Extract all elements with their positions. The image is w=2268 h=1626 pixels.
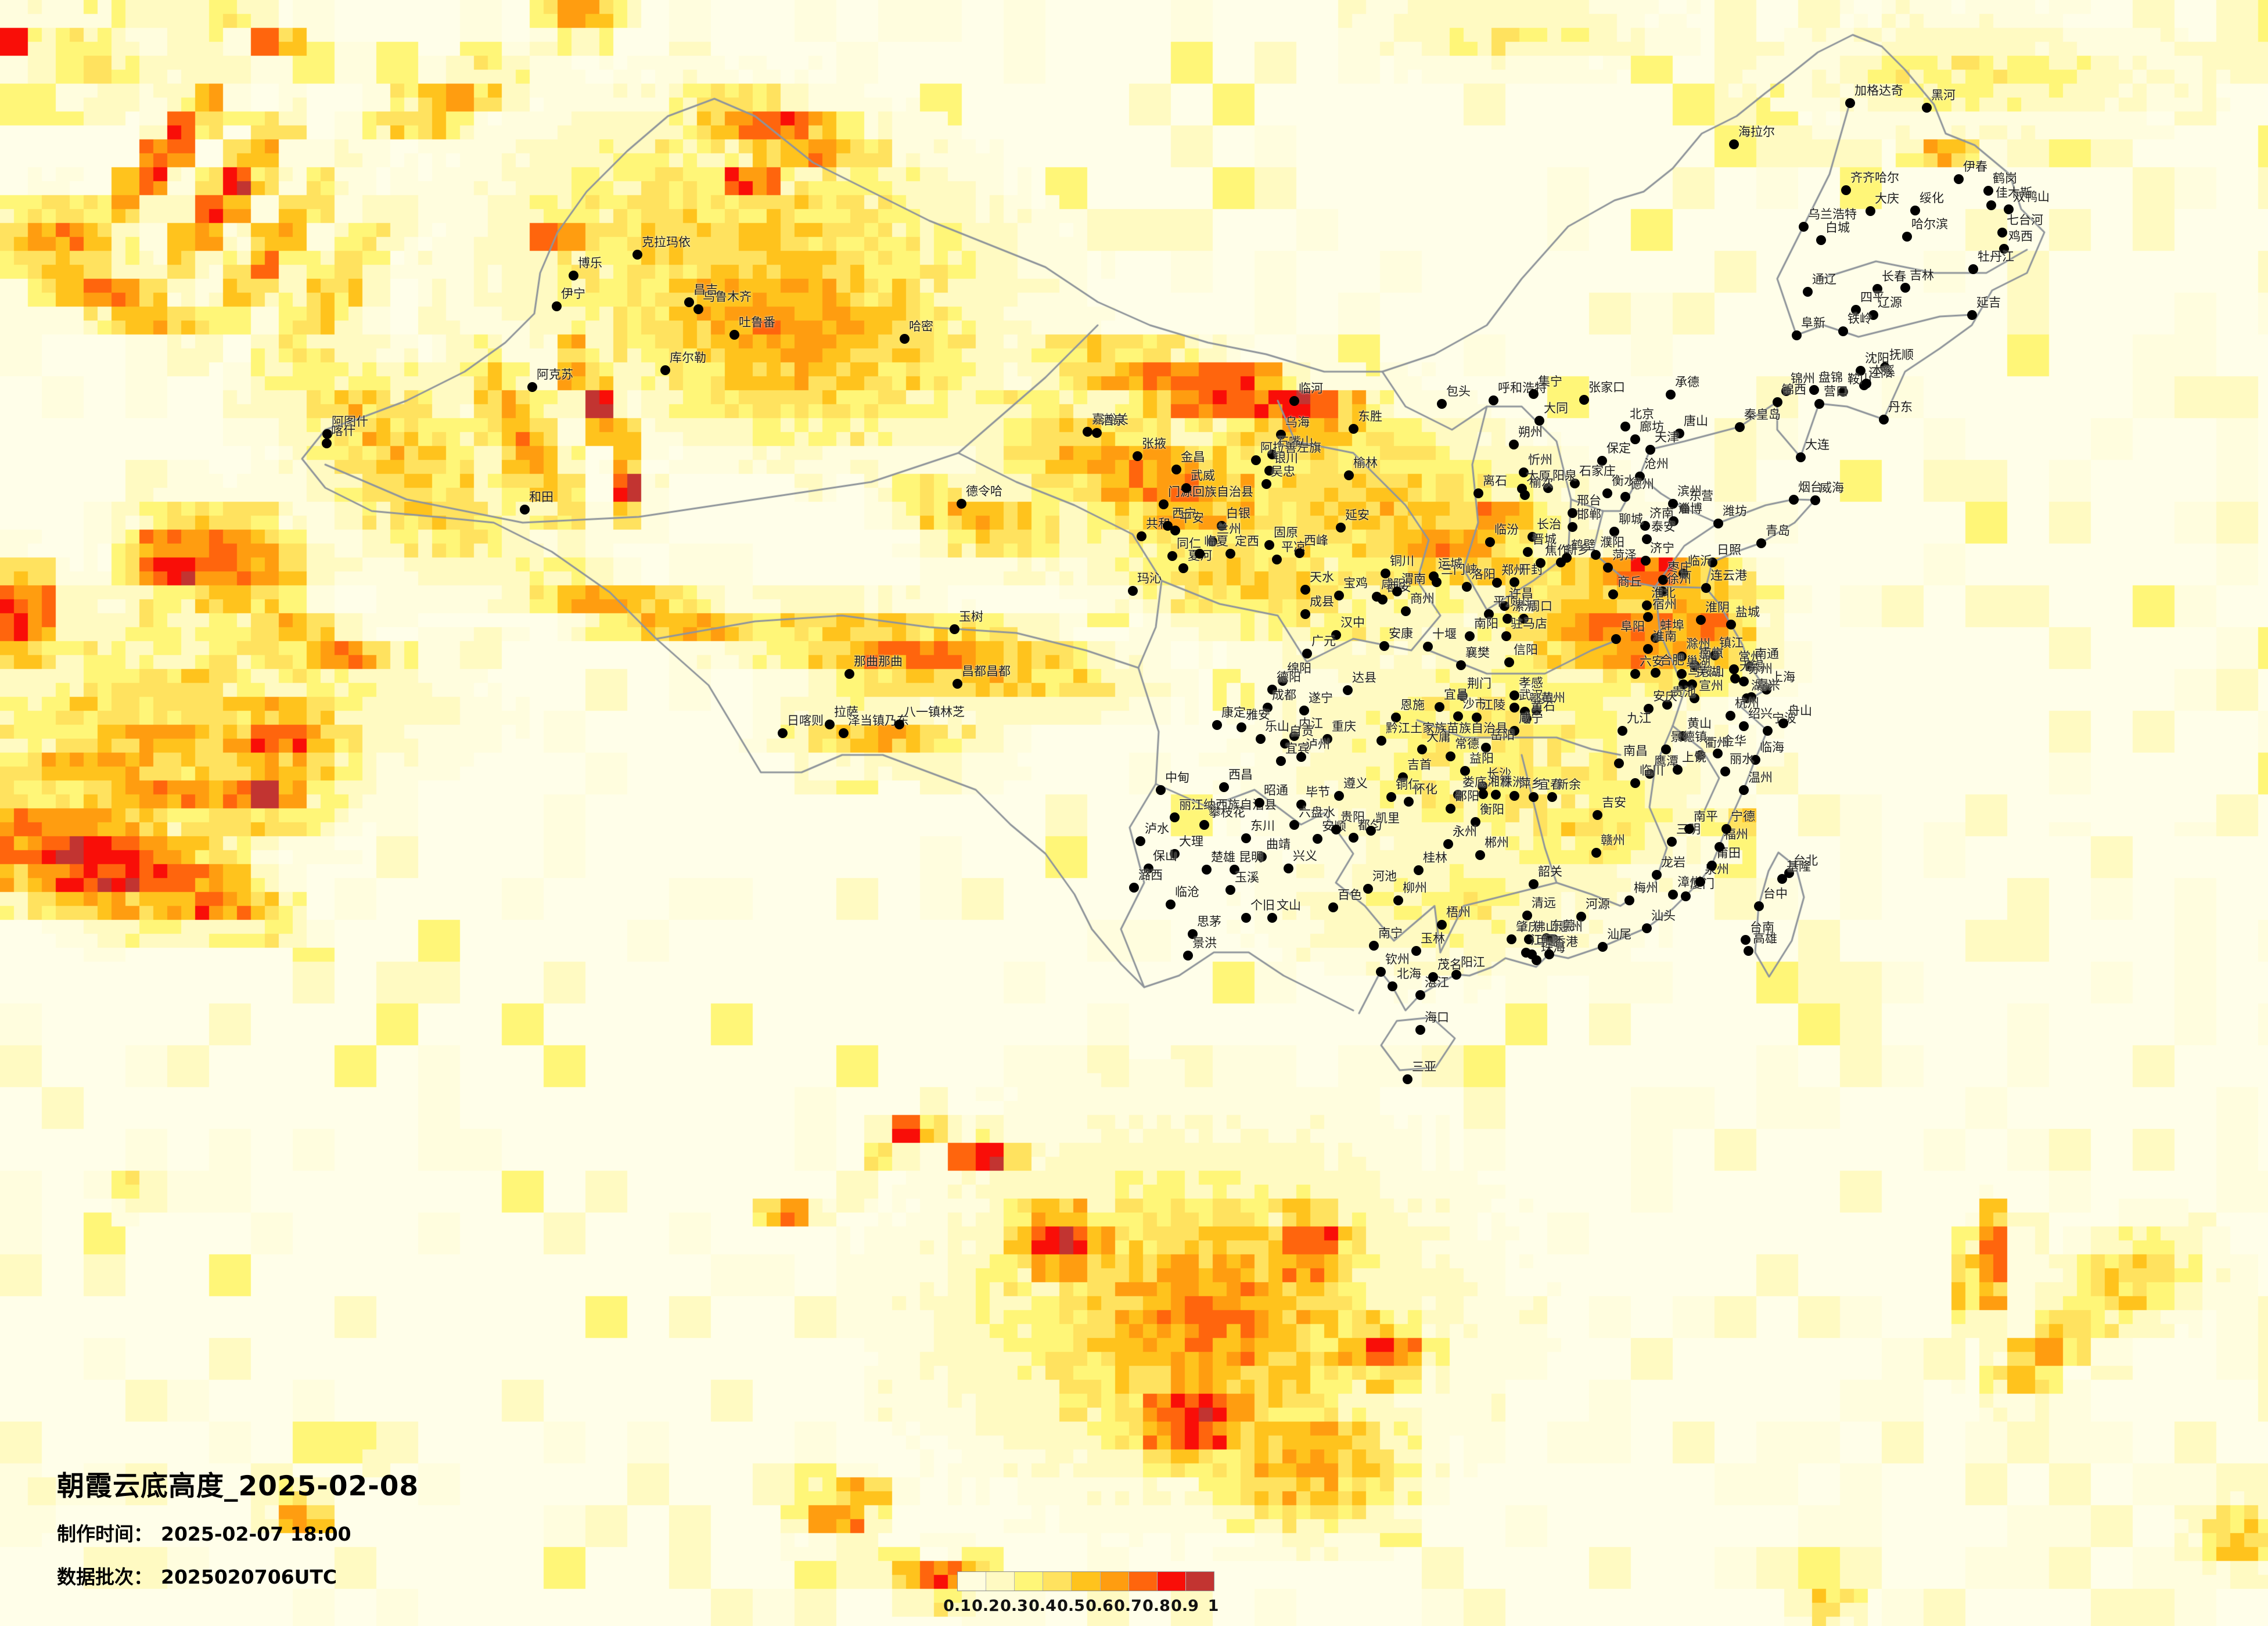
data-batch-label: 数据批次： xyxy=(57,1566,153,1588)
production-time-line: 制作时间： 2025-02-07 18:00 xyxy=(57,1519,419,1546)
legend-color-cell xyxy=(958,1572,987,1591)
page-title: 朝霞云底高度_2025-02-08 xyxy=(57,1470,419,1502)
legend-tick-label: 1 xyxy=(1207,1597,1219,1615)
legend-color-cell xyxy=(986,1572,1015,1591)
legend-color-cell xyxy=(1128,1572,1158,1591)
title-block: 朝霞云底高度_2025-02-08 制作时间： 2025-02-07 18:00 … xyxy=(57,1463,419,1589)
legend-color-cell xyxy=(1015,1572,1044,1591)
legend-color-cell xyxy=(1157,1572,1186,1591)
legend-tick-label: 0.4 xyxy=(1029,1597,1056,1615)
production-time-value: 2025-02-07 18:00 xyxy=(161,1523,351,1545)
legend-tick-labels: 0.1 0.2 0.3 0.4 0.5 0.6 0.7 0.8 0.9 1 xyxy=(943,1591,1219,1615)
legend-color-cell xyxy=(1043,1572,1072,1591)
legend-tick-label: 0.8 xyxy=(1142,1597,1170,1615)
legend-color-cell xyxy=(1185,1572,1214,1591)
legend-tick-label: 0.1 xyxy=(943,1597,971,1615)
legend-color-cell xyxy=(1072,1572,1101,1591)
legend-color-cell xyxy=(1100,1572,1129,1591)
data-batch-line: 数据批次： 2025020706UTC xyxy=(57,1562,419,1589)
legend-tick-label: 0.5 xyxy=(1057,1597,1085,1615)
legend-color-bar xyxy=(957,1571,1214,1591)
production-time-label: 制作时间： xyxy=(57,1523,153,1545)
data-batch-value: 2025020706UTC xyxy=(161,1566,337,1588)
legend-tick-label: 0.2 xyxy=(972,1597,1000,1615)
legend-tick-label: 0.7 xyxy=(1114,1597,1142,1615)
legend-tick-label: 0.3 xyxy=(1000,1597,1028,1615)
legend-tick-label: 0.6 xyxy=(1086,1597,1113,1615)
color-legend: 0.1 0.2 0.3 0.4 0.5 0.6 0.7 0.8 0.9 1 xyxy=(943,1571,1219,1615)
legend-tick-label: 0.9 xyxy=(1171,1597,1199,1615)
